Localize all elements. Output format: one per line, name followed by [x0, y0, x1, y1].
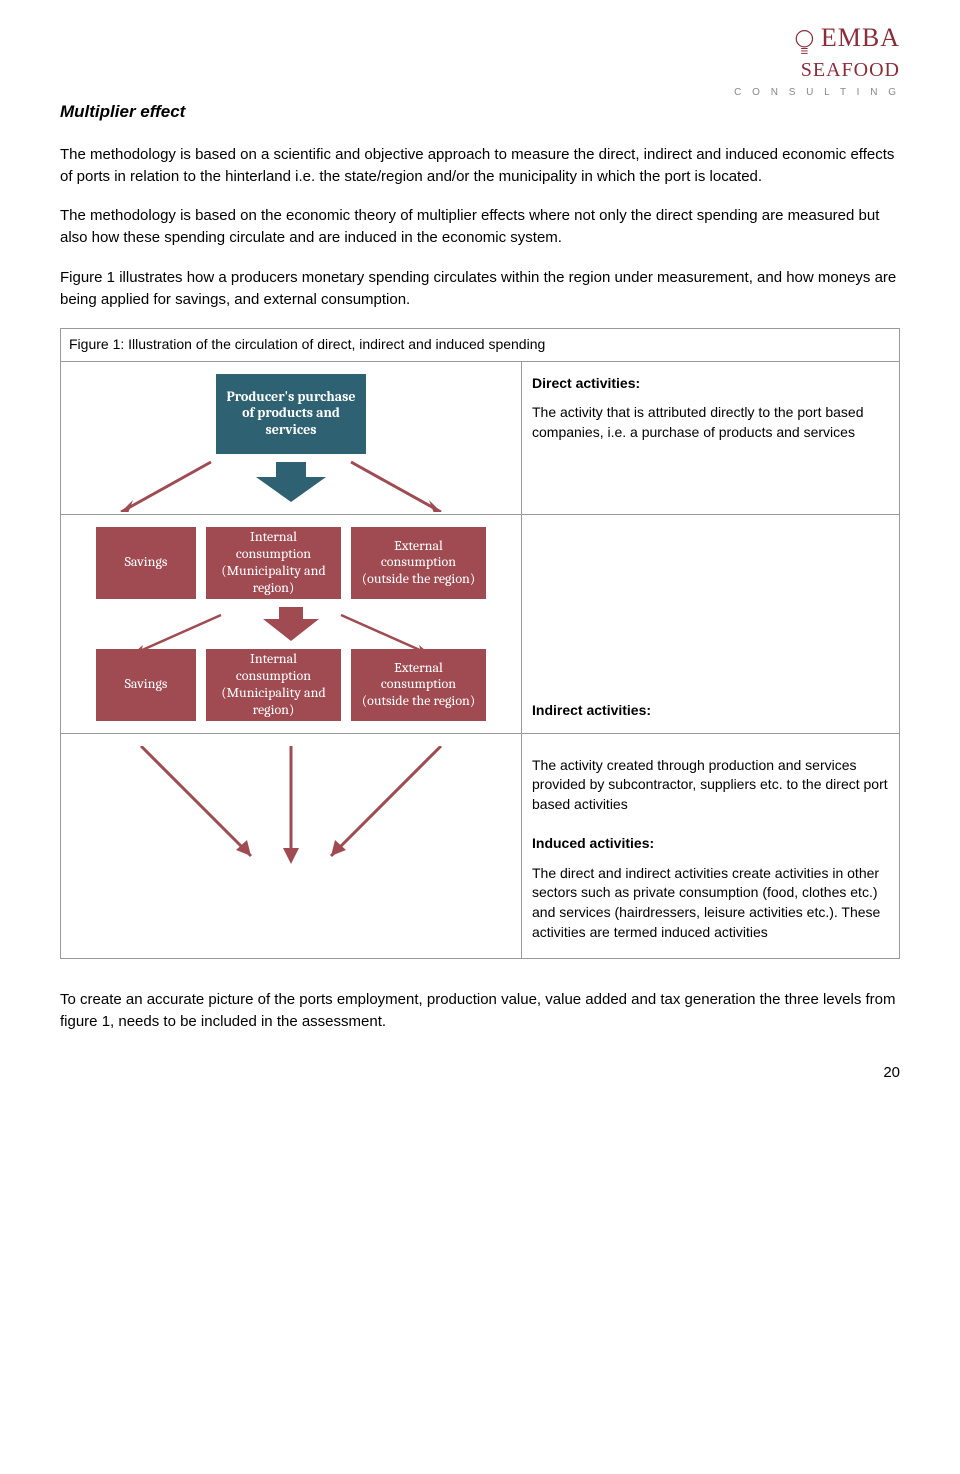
node-savings-2: Savings: [96, 649, 196, 721]
arrow-down-icon-2: [211, 607, 371, 641]
logo-text-sub2: C O N S U L T I N G: [734, 86, 900, 100]
node-producer: Producer's purchase of products and serv…: [216, 374, 366, 454]
paragraph-3: Figure 1 illustrates how a producers mon…: [60, 267, 900, 311]
figure-1: Figure 1: Illustration of the circulatio…: [60, 328, 900, 959]
indirect-heading: Indirect activities:: [532, 701, 651, 721]
figure-caption: Figure 1: Illustration of the circulatio…: [61, 329, 899, 362]
brand-logo: EMBA SEAFOOD C O N S U L T I N G: [734, 20, 900, 100]
figure-row-induced: The activity created through production …: [61, 734, 899, 958]
arrow-down-icon: [211, 462, 371, 502]
induced-heading: Induced activities:: [532, 835, 654, 851]
node-savings-1: Savings: [96, 527, 196, 599]
node-internal-2: Internal consumption (Municipality and r…: [206, 649, 341, 721]
paragraph-1: The methodology is based on a scientific…: [60, 144, 900, 188]
logo-text-main: EMBA: [821, 23, 900, 52]
direct-heading: Direct activities:: [532, 375, 640, 391]
page-number: 20: [60, 1062, 900, 1083]
direct-text: The activity that is attributed directly…: [532, 403, 889, 442]
logo-text-sub1: SEAFOOD: [734, 56, 900, 84]
node-internal-1: Internal consumption (Municipality and r…: [206, 527, 341, 599]
node-external-2: External consumption (outside the region…: [351, 649, 486, 721]
final-arrows: [71, 746, 511, 946]
node-external-1: External consumption (outside the region…: [351, 527, 486, 599]
paragraph-2: The methodology is based on the economic…: [60, 205, 900, 249]
figure-row-indirect: Savings Internal consumption (Municipali…: [61, 515, 899, 734]
paragraph-4: To create an accurate picture of the por…: [60, 989, 900, 1033]
section-title: Multiplier effect: [60, 100, 900, 124]
induced-text: The direct and indirect activities creat…: [532, 864, 889, 942]
indirect-text: The activity created through production …: [532, 756, 889, 815]
figure-row-direct: Producer's purchase of products and serv…: [61, 362, 899, 515]
bulb-icon: [793, 29, 819, 55]
